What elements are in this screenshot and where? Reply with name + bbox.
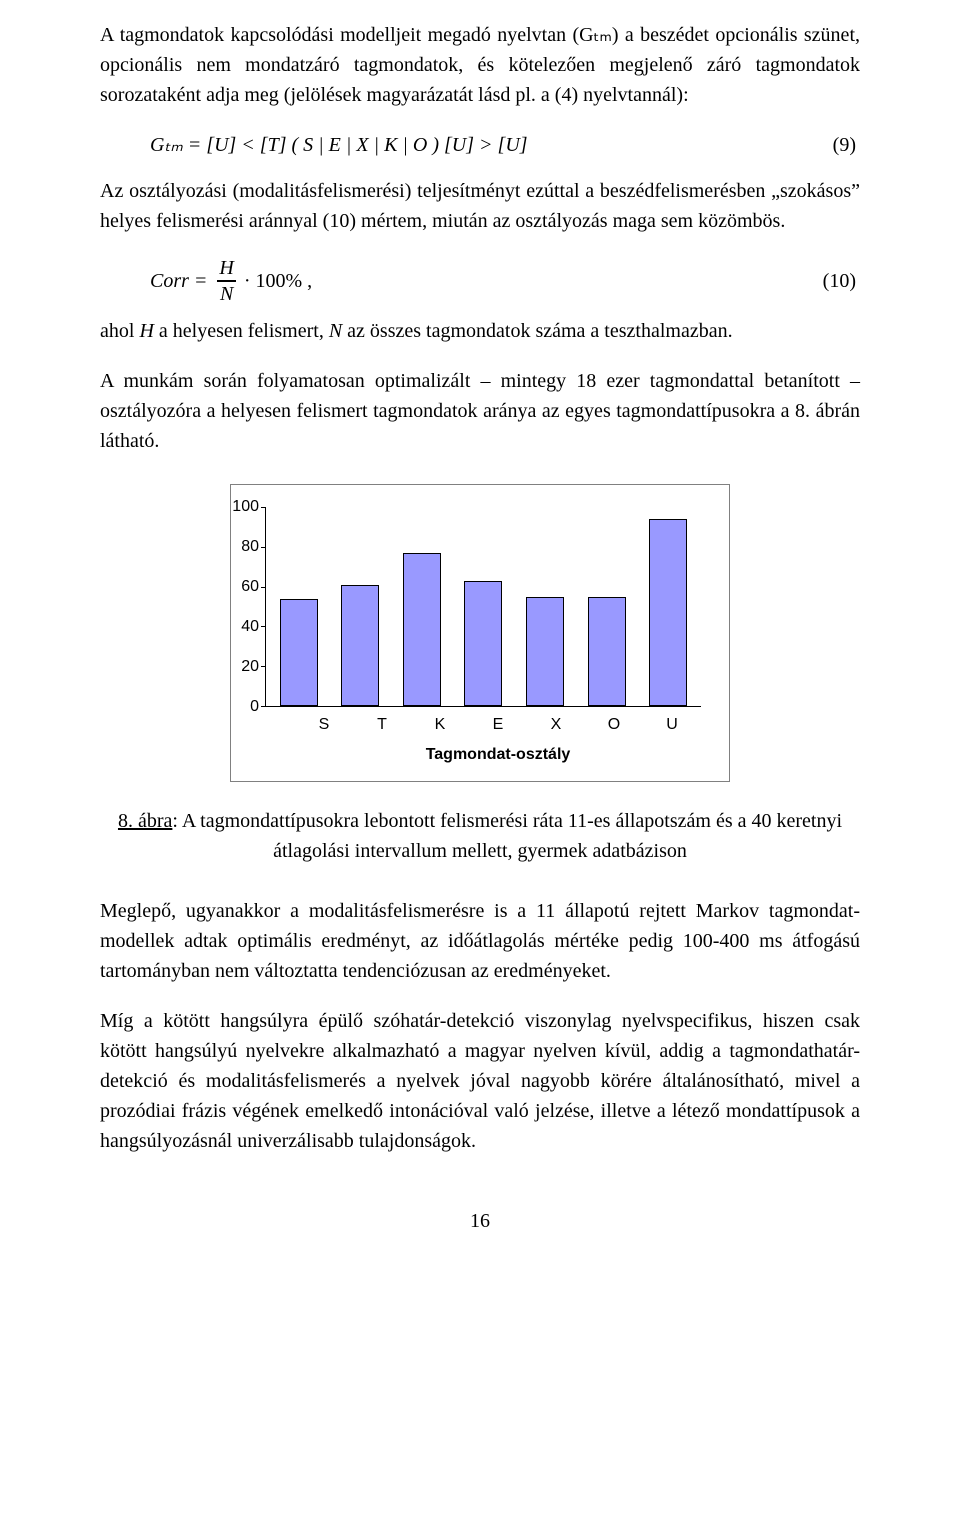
x-tick-label: X <box>537 713 575 737</box>
x-tick-label: E <box>479 713 517 737</box>
equation-10-body: Corr = H N · 100% , <box>150 256 312 306</box>
fraction-denominator: N <box>218 282 235 306</box>
page-number: 16 <box>100 1206 860 1236</box>
equation-10-lhs: Corr = <box>150 266 213 296</box>
p3-var-H: H <box>139 320 153 342</box>
chart-container: Corr [%] 100 80 60 40 20 0 <box>230 484 730 782</box>
x-tick-label: S <box>305 713 343 737</box>
chart-bar <box>280 599 318 706</box>
p3-text-b: a helyesen felismert, <box>154 320 329 342</box>
caption-rest: : A tagmondattípusokra lebontott felisme… <box>172 810 842 862</box>
chart-bars <box>266 507 701 706</box>
y-tick-0: 0 <box>250 699 259 715</box>
equation-10-rhs: · 100% , <box>240 266 312 296</box>
equation-9: Gₜₘ = [U] < [T] ( S | E | X | K | O ) [U… <box>100 130 860 160</box>
y-tick-20: 20 <box>241 659 259 675</box>
equation-10: Corr = H N · 100% , (10) <box>100 256 860 306</box>
paragraph-3: ahol H a helyesen felismert, N az összes… <box>100 316 860 346</box>
document-page: A tagmondatok kapcsolódási modelljeit me… <box>0 0 960 1276</box>
caption-lead: 8. ábra <box>118 810 172 832</box>
paragraph-5: Meglepő, ugyanakkor a modalitásfelismeré… <box>100 896 860 986</box>
equation-9-body: Gₜₘ = [U] < [T] ( S | E | X | K | O ) [U… <box>150 130 528 160</box>
y-tick-100: 100 <box>232 499 259 515</box>
paragraph-1: A tagmondatok kapcsolódási modelljeit me… <box>100 20 860 110</box>
p3-var-N: N <box>329 320 342 342</box>
chart-bar <box>464 581 502 706</box>
chart-bar <box>526 597 564 706</box>
y-tick-40: 40 <box>241 619 259 635</box>
chart-bar <box>341 585 379 706</box>
x-tick-label: K <box>421 713 459 737</box>
x-axis-title: Tagmondat-osztály <box>259 743 701 767</box>
chart-bar <box>403 553 441 706</box>
chart-bar <box>649 519 687 706</box>
x-axis-labels: STKEXOU <box>259 713 701 737</box>
paragraph-2: Az osztályozási (modalitásfelismerési) t… <box>100 176 860 236</box>
equation-10-fraction: H N <box>213 256 239 306</box>
figure-caption: 8. ábra: A tagmondattípusokra lebontott … <box>100 806 860 866</box>
equation-9-number: (9) <box>833 130 860 160</box>
x-tick-label: U <box>653 713 691 737</box>
chart-plot <box>265 507 701 707</box>
chart-plot-area: Corr [%] 100 80 60 40 20 0 <box>259 507 701 707</box>
x-tick-label: T <box>363 713 401 737</box>
y-tick-80: 80 <box>241 539 259 555</box>
p3-text-c: az összes tagmondatok száma a teszthalma… <box>342 320 732 342</box>
fraction-numerator: H <box>217 256 235 280</box>
chart-frame: Corr [%] 100 80 60 40 20 0 <box>230 484 730 782</box>
paragraph-6: Míg a kötött hangsúlyra épülő szóhatár-d… <box>100 1006 860 1156</box>
x-tick-label: O <box>595 713 633 737</box>
y-tick-60: 60 <box>241 579 259 595</box>
chart-bar <box>588 597 626 706</box>
paragraph-4: A munkám során folyamatosan optimalizált… <box>100 366 860 456</box>
tickmark <box>261 706 266 707</box>
p3-text-a: ahol <box>100 320 139 342</box>
equation-10-number: (10) <box>823 266 860 296</box>
